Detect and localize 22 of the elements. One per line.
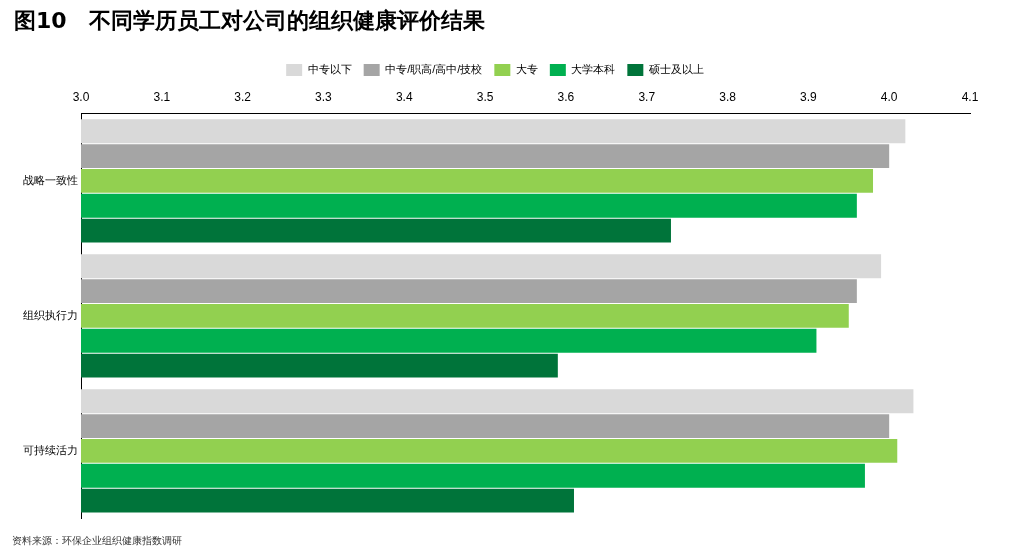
x-tick-label: 3.3 [315, 89, 333, 104]
text: 资料来源：环保企业组织健康指数调研 [12, 534, 182, 548]
x-tick-label: 3.1 [153, 89, 171, 104]
x-tick-label: 3.7 [638, 89, 656, 104]
y-tick-label: 组织执行力 [23, 308, 78, 321]
x-tick-label: 4.0 [880, 89, 898, 104]
legend-label: 大学本科 [571, 63, 616, 76]
x-tick-label: 3.5 [476, 89, 494, 104]
x-tick-label: 3.6 [557, 89, 575, 104]
legend-label: 中专/职高/高中/技校 [385, 63, 483, 76]
x-tick-label: 3.4 [395, 89, 413, 104]
legend-label: 硕士及以上 [647, 63, 704, 76]
x-tick-label: 3.2 [234, 89, 252, 104]
y-tick-label: 战略一致性 [23, 173, 78, 186]
chart-title: 图10 不同学历员工对公司的组织健康评价结果 [14, 7, 485, 35]
x-tick-label: 3.9 [800, 89, 818, 104]
x-tick-label: 4.1 [961, 89, 979, 104]
legend-label: 中专以下 [307, 63, 352, 76]
x-tick-label: 3.8 [719, 89, 737, 104]
legend-label: 大专 [515, 63, 538, 76]
x-tick-label: 3.0 [72, 89, 90, 104]
y-tick-label: 可持续活力 [23, 443, 78, 456]
